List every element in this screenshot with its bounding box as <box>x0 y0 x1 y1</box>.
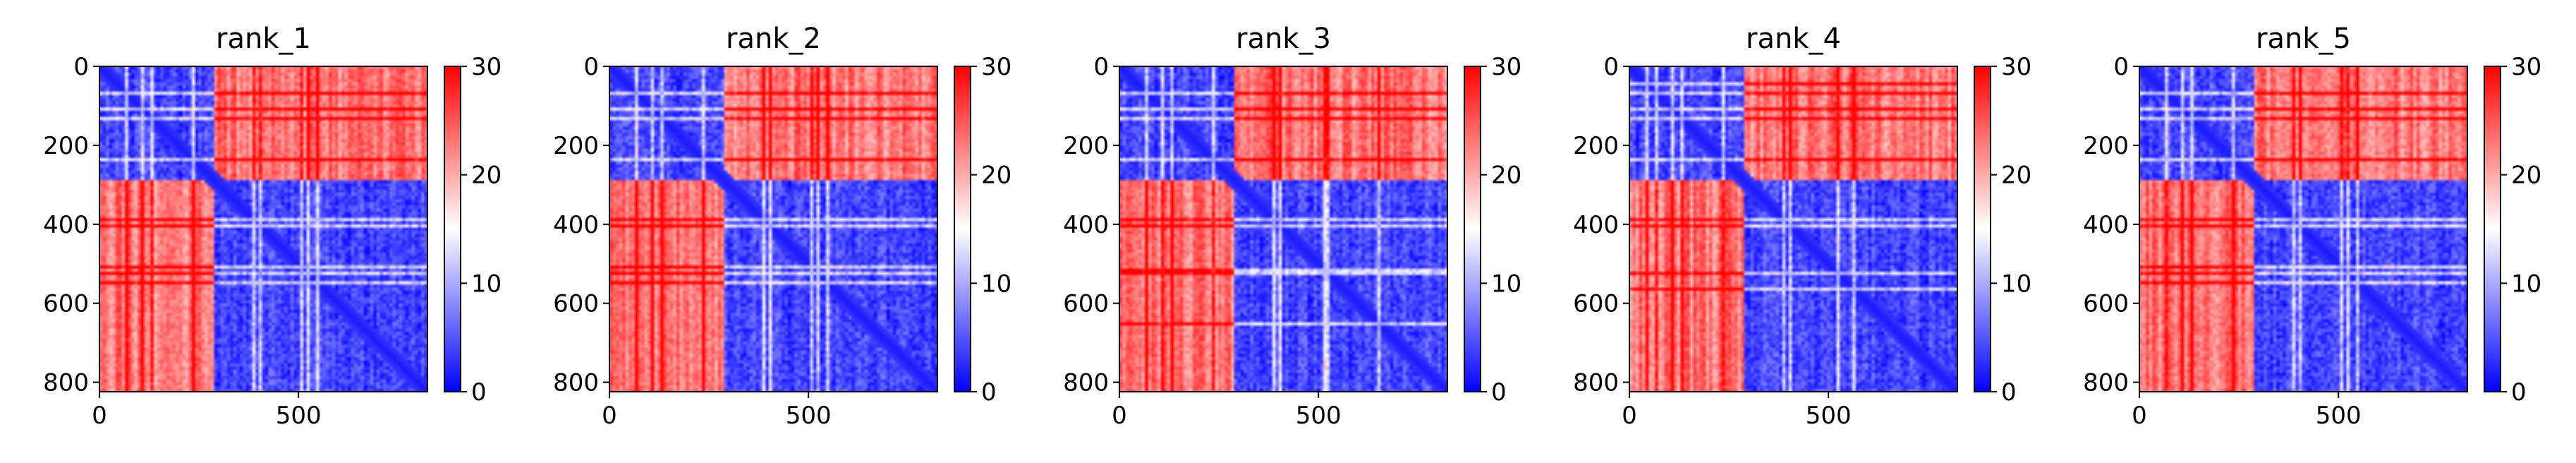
colorbar-tick-label: 20 <box>2001 162 2031 190</box>
colorbar <box>2484 66 2501 392</box>
colorbar-tick-label: 20 <box>981 162 1011 190</box>
y-tick-label: 600 <box>1573 290 1619 318</box>
y-tick-label: 600 <box>1063 290 1109 318</box>
x-tick-label: 500 <box>276 402 322 430</box>
x-tick-label: 0 <box>1622 402 1637 430</box>
colorbar-tick-label: 0 <box>2511 378 2527 407</box>
colorbar-tick-label: 0 <box>2001 378 2017 407</box>
colorbar-tick-label: 20 <box>1491 162 1521 190</box>
y-tick-label: 200 <box>43 132 89 160</box>
colorbar-tick-label: 10 <box>2001 270 2031 298</box>
y-tick-label: 800 <box>43 369 89 397</box>
y-tick-label: 400 <box>1063 211 1109 239</box>
colorbar <box>954 66 971 392</box>
y-tick-label: 600 <box>43 290 89 318</box>
y-tick-label: 200 <box>1573 132 1619 160</box>
y-tick-label: 600 <box>2083 290 2129 318</box>
plot-frame <box>1629 66 1958 392</box>
heatmap-image <box>1119 66 1447 392</box>
y-tick-label: 0 <box>2113 53 2129 81</box>
x-tick-label: 0 <box>92 402 107 430</box>
colorbar-tick-label: 20 <box>471 162 502 190</box>
colorbar-tick-label: 10 <box>471 270 502 298</box>
chart-title: rank_3 <box>1236 23 1331 55</box>
x-tick-label: 500 <box>786 402 832 430</box>
x-tick-label: 500 <box>1296 402 1342 430</box>
chart-title: rank_2 <box>726 23 821 55</box>
y-tick-label: 800 <box>1573 369 1619 397</box>
colorbar-tick-label: 10 <box>981 270 1011 298</box>
x-tick-label: 500 <box>1806 402 1852 430</box>
y-tick-label: 400 <box>2083 211 2129 239</box>
colorbar-tick-label: 0 <box>471 378 487 407</box>
colorbar-tick-label: 30 <box>2001 53 2031 81</box>
y-tick-label: 600 <box>553 290 599 318</box>
chart-title: rank_1 <box>216 23 311 55</box>
y-tick-label: 0 <box>1093 53 1109 81</box>
colorbar-tick-label: 30 <box>471 53 502 81</box>
colorbar <box>1974 66 1991 392</box>
y-tick-label: 0 <box>583 53 599 81</box>
heatmap-image <box>99 66 427 392</box>
colorbar-tick-label: 0 <box>1491 378 1507 407</box>
colorbar <box>1464 66 1481 392</box>
x-tick-label: 0 <box>602 402 617 430</box>
heatmap-image <box>1629 66 1957 392</box>
y-tick-label: 400 <box>1573 211 1619 239</box>
chart-title: rank_4 <box>1746 23 1841 55</box>
colorbar-tick-label: 30 <box>2511 53 2541 81</box>
y-tick-label: 400 <box>553 211 599 239</box>
y-tick-label: 800 <box>1063 369 1109 397</box>
plot-frame <box>609 66 938 392</box>
plot-frame <box>1119 66 1448 392</box>
colorbar-tick-label: 30 <box>981 53 1011 81</box>
heatmap-image <box>2139 66 2467 392</box>
plot-frame <box>99 66 428 392</box>
x-tick-label: 0 <box>2132 402 2147 430</box>
y-tick-label: 200 <box>553 132 599 160</box>
y-tick-label: 200 <box>2083 132 2129 160</box>
y-tick-label: 800 <box>2083 369 2129 397</box>
y-tick-label: 400 <box>43 211 89 239</box>
colorbar-tick-label: 10 <box>2511 270 2541 298</box>
y-tick-label: 200 <box>1063 132 1109 160</box>
colorbar-tick-label: 10 <box>1491 270 1521 298</box>
colorbar-tick-label: 30 <box>1491 53 1521 81</box>
colorbar-tick-label: 0 <box>981 378 997 407</box>
colorbar <box>444 66 461 392</box>
x-tick-label: 500 <box>2316 402 2362 430</box>
x-tick-label: 0 <box>1112 402 1127 430</box>
y-tick-label: 0 <box>73 53 89 81</box>
y-tick-label: 800 <box>553 369 599 397</box>
colorbar-tick-label: 20 <box>2511 162 2541 190</box>
y-tick-label: 0 <box>1603 53 1619 81</box>
plot-frame <box>2139 66 2468 392</box>
heatmap-image <box>609 66 937 392</box>
chart-title: rank_5 <box>2256 23 2351 55</box>
